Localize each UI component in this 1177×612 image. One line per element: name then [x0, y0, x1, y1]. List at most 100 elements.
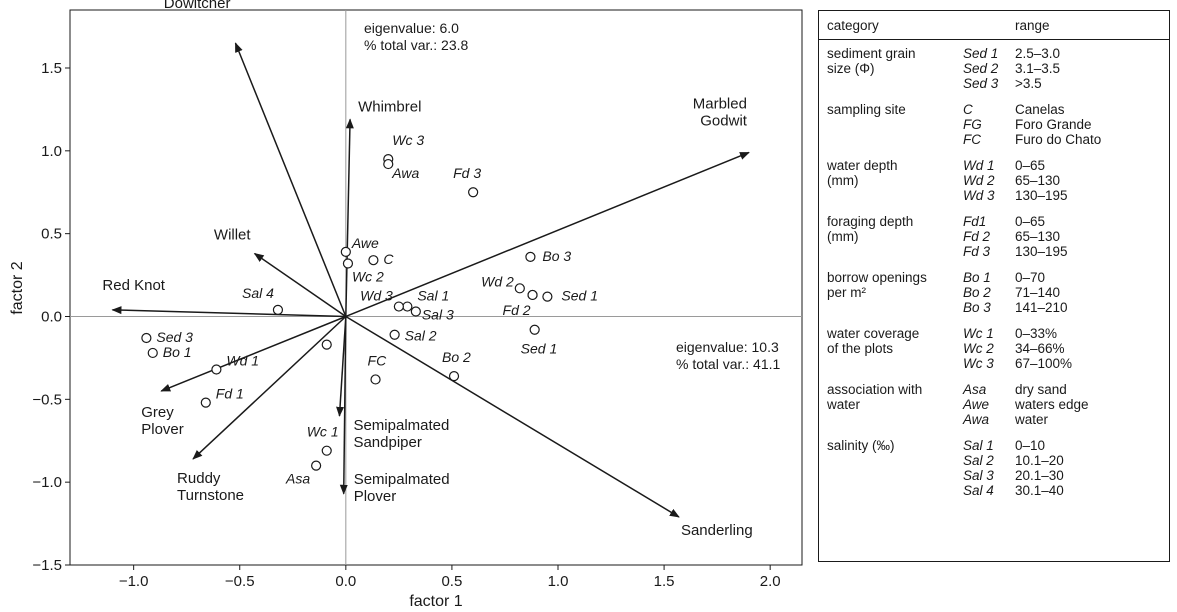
- category-name: foraging depth: [827, 214, 914, 229]
- point-label: Awa: [391, 165, 419, 181]
- legend-category: sampling site: [819, 102, 963, 152]
- category-range: 130–195: [1015, 188, 1068, 203]
- legend-table-body: sediment grain size (Φ) Sed 1 Sed 2 Sed 3 2.5…: [819, 40, 1169, 502]
- species-vector-arrow: [345, 118, 354, 317]
- category-code: Awa: [963, 412, 990, 427]
- species-vector-label: Willet: [214, 227, 251, 244]
- species-vector-label: Turnstone: [177, 487, 244, 504]
- header-range: range: [1015, 17, 1050, 33]
- y-axis-title: factor 2: [9, 261, 26, 314]
- ordination-point: [529, 324, 540, 335]
- x-tick-label: 0.5: [441, 573, 462, 590]
- category-code: Sal 2: [963, 453, 994, 468]
- point-label: Sal 3: [422, 307, 454, 323]
- species-vector-label: Red Knot: [102, 277, 165, 294]
- point-label: Sed 1: [561, 288, 598, 304]
- point-label: Sal 2: [405, 328, 437, 344]
- point-label: C: [383, 251, 394, 267]
- plot-frame: [69, 9, 803, 566]
- category-code: Bo 3: [963, 300, 991, 315]
- category-code: Awe: [963, 397, 990, 412]
- legend-ranges: Canelas Foro Grande Furo do Chato: [1015, 102, 1169, 152]
- factor2-total-variance: % total var.: 23.8: [364, 37, 468, 53]
- legend-category: salinity (‰): [819, 438, 963, 502]
- ordination-point: [321, 445, 332, 456]
- factor1-total-variance: % total var.: 41.1: [676, 356, 780, 372]
- category-range: 0–70: [1015, 270, 1046, 285]
- factor1-eigenvalue: eigenvalue: 10.3: [676, 339, 779, 355]
- category-name: association with: [827, 382, 923, 397]
- category-code: Wc 1: [963, 326, 994, 341]
- category-name: sediment grain: [827, 46, 916, 61]
- species-vector-label: Dowitcher: [164, 0, 231, 12]
- legend-row: water depth (mm) Wd 1 Wd 2 Wd 3 0–65 65–130 130…: [819, 152, 1169, 208]
- legend-codes: C FG FC: [963, 102, 1015, 152]
- species-vector-label: Sandpiper: [353, 434, 421, 451]
- legend-row: sampling site C FG FC Canelas Foro Grande Furo…: [819, 96, 1169, 152]
- point-label: Sal 1: [417, 288, 449, 304]
- header-category: category: [827, 17, 879, 33]
- category-range: 0–65: [1015, 158, 1046, 173]
- category-code: Sed 3: [963, 76, 999, 91]
- category-code: Fd 3: [963, 244, 991, 259]
- legend-ranges: 2.5–3.0 3.1–3.5 >3.5: [1015, 46, 1169, 96]
- legend-ranges: 0–65 65–130 130–195: [1015, 214, 1169, 264]
- x-tick-label: 2.0: [760, 573, 781, 590]
- category-range: 34–66%: [1015, 341, 1065, 356]
- species-vector-arrow: [234, 42, 347, 317]
- ordination-point: [211, 364, 222, 375]
- legend-category: water depth (mm): [819, 158, 963, 208]
- species-vector-label: Marbled: [693, 95, 747, 112]
- ordination-point: [340, 246, 351, 257]
- species-vector-arrow: [345, 151, 750, 318]
- category-range: 65–130: [1015, 173, 1061, 188]
- ordination-point: [525, 251, 536, 262]
- point-label: Wd 3: [360, 288, 393, 304]
- species-vector-arrow: [339, 316, 348, 495]
- category-range: water: [1015, 412, 1049, 427]
- category-name: (mm): [827, 229, 859, 244]
- y-tick-label: −1.0: [32, 474, 62, 491]
- legend-codes: Asa Awe Awa: [963, 382, 1015, 432]
- category-name: water coverage: [827, 326, 920, 341]
- legend-ranges: 0–65 65–130 130–195: [1015, 158, 1169, 208]
- legend-codes: Bo 1 Bo 2 Bo 3: [963, 270, 1015, 320]
- category-range: Furo do Chato: [1015, 132, 1102, 147]
- category-code: Sal 1: [963, 438, 994, 453]
- legend-category: foraging depth (mm): [819, 214, 963, 264]
- legend-row: association with water Asa Awe Awa dry sand wa…: [819, 376, 1169, 432]
- ordination-point: [389, 329, 400, 340]
- ordination-point: [272, 304, 284, 315]
- ordination-point: [410, 306, 421, 317]
- category-range: 141–210: [1015, 300, 1068, 315]
- y-tick-label: 0.0: [41, 308, 62, 325]
- legend-category: water coverage of the plots: [819, 326, 963, 376]
- point-label: Sed 3: [156, 329, 193, 345]
- point-label: Wc 1: [307, 424, 339, 440]
- species-vector-arrow: [345, 315, 680, 518]
- species-vector-label: Godwit: [700, 112, 748, 129]
- species-vector-arrow: [253, 252, 347, 318]
- point-label: Wc 3: [392, 132, 424, 148]
- category-range: 10.1–20: [1015, 453, 1064, 468]
- legend-ranges: dry sand waters edge water: [1015, 382, 1169, 432]
- category-name: sampling site: [827, 102, 906, 117]
- category-code: Wd 1: [963, 158, 995, 173]
- category-range: 30.1–40: [1015, 483, 1064, 498]
- point-label: Asa: [285, 471, 310, 487]
- category-code: Wd 2: [963, 173, 995, 188]
- ordination-point: [514, 283, 525, 294]
- ordination-point: [368, 255, 379, 266]
- category-name: salinity (‰): [827, 438, 895, 453]
- category-code: C: [963, 102, 973, 117]
- category-code: Fd1: [963, 214, 987, 229]
- category-range: 67–100%: [1015, 356, 1073, 371]
- ordination-point: [527, 289, 538, 301]
- legend-codes: Sal 1 Sal 2 Sal 3 Sal 4: [963, 438, 1015, 502]
- legend-codes: Fd1 Fd 2 Fd 3: [963, 214, 1015, 264]
- point-label: Wd 2: [481, 273, 514, 289]
- legend-row: water coverage of the plots Wc 1 Wc 2 Wc 3 0–…: [819, 320, 1169, 376]
- legend-codes: Wc 1 Wc 2 Wc 3: [963, 326, 1015, 376]
- ordination-point: [370, 374, 381, 385]
- category-code: FC: [963, 132, 981, 147]
